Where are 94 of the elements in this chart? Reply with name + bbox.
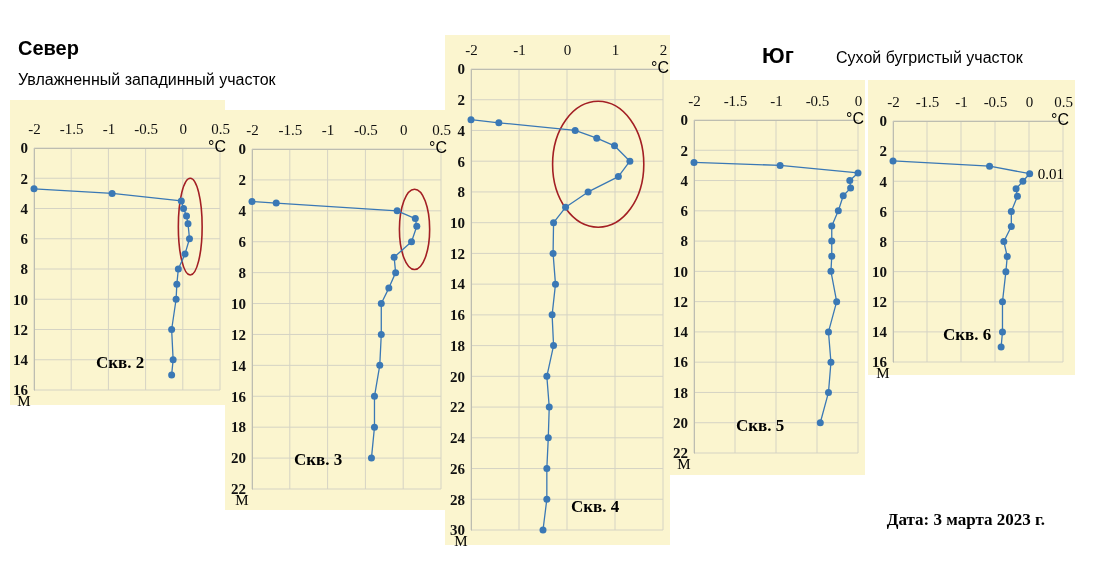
y-tick-label: 14	[872, 324, 888, 341]
x-tick-label: -0.5	[354, 122, 378, 138]
y-tick-label: 8	[20, 261, 28, 278]
x-tick-label: -1	[513, 42, 526, 58]
y-tick-label: 8	[879, 233, 887, 250]
y-tick-label: 20	[673, 415, 688, 432]
x-tick-label: -2	[465, 42, 478, 58]
x-tick-label: 0	[563, 42, 572, 58]
y-tick-label: 6	[680, 203, 689, 220]
y-tick-label: 4	[238, 203, 247, 220]
y-tick-label: 6	[238, 234, 247, 251]
y-tick-label: 18	[450, 337, 465, 354]
y-tick-label: 6	[20, 231, 29, 248]
x-tick-label: -0.5	[134, 121, 158, 137]
y-tick-label: 18	[673, 384, 688, 401]
y-tick-label: 12	[13, 321, 28, 338]
chart-title: Юг	[762, 43, 794, 68]
x-tick-label: 0.5	[1054, 94, 1073, 110]
x-tick-label: 0.5	[432, 122, 451, 138]
y-tick-label: 16	[231, 388, 247, 405]
y-tick-label: 16	[673, 354, 689, 371]
chart-subtitle: Увлажненный западинный участок	[18, 71, 277, 88]
y-tick-label: 12	[673, 293, 688, 310]
chart-title: Север	[18, 37, 79, 59]
x-tick-label: 1	[611, 42, 620, 58]
y-tick-label: 2	[680, 142, 688, 159]
annotation: Скв. 4	[571, 497, 620, 516]
x-tick-label: -2	[887, 94, 900, 110]
y-tick-label: 0	[457, 61, 465, 78]
x-tick-label: -1.5	[278, 122, 303, 138]
x-tick-label: 2	[659, 42, 668, 58]
x-axis-title: °C	[846, 110, 864, 127]
y-tick-label: 8	[238, 264, 246, 281]
y-tick-label: 16	[450, 307, 466, 324]
x-tick-label: -2	[28, 121, 41, 137]
y-tick-label: 14	[673, 324, 689, 341]
y-tick-label: 0	[238, 141, 246, 158]
y-tick-label: 10	[673, 263, 688, 280]
x-tick-label: 0	[399, 122, 408, 138]
x-tick-label: 0.5	[211, 121, 230, 137]
y-tick-label: 6	[879, 203, 888, 220]
y-tick-label: 0	[20, 140, 28, 157]
y-tick-label: 12	[450, 245, 465, 262]
x-axis-title: °C	[651, 59, 669, 76]
x-tick-label: -1	[102, 121, 116, 137]
x-tick-label: -2	[688, 93, 701, 109]
y-tick-label: 10	[450, 214, 465, 231]
y-tick-label: 8	[457, 184, 465, 201]
y-tick-label: 18	[231, 419, 246, 436]
y-tick-label: 2	[20, 170, 28, 187]
x-tick-label: -2	[246, 122, 259, 138]
chart-subtitle: Сухой бугристый участок	[836, 49, 1024, 66]
y-tick-label: 8	[680, 233, 688, 250]
y-tick-label: 14	[231, 357, 247, 374]
y-tick-label: 2	[238, 172, 246, 189]
x-tick-label: 0	[854, 93, 863, 109]
y-tick-label: 14	[450, 276, 466, 293]
y-tick-label: 2	[879, 143, 887, 160]
x-tick-label: -1	[770, 93, 783, 109]
x-axis-title: °C	[1051, 111, 1069, 128]
y-tick-label: 4	[20, 200, 29, 217]
x-tick-label: -1.5	[723, 93, 748, 109]
x-tick-label: -1	[955, 94, 968, 110]
y-tick-label: 20	[450, 368, 465, 385]
x-tick-label: -0.5	[805, 93, 830, 109]
x-tick-label: 0	[179, 121, 188, 137]
y-tick-label: 12	[872, 294, 887, 311]
x-tick-label: -1.5	[915, 94, 940, 110]
y-tick-label: 10	[872, 263, 887, 280]
y-tick-label: 4	[680, 172, 689, 189]
x-tick-label: -0.5	[983, 94, 1008, 110]
y-tick-label: 28	[450, 491, 465, 508]
x-axis-title: °C	[208, 138, 226, 155]
x-axis-title: °C	[429, 139, 447, 156]
y-tick-label: 10	[13, 291, 28, 308]
x-tick-label: -1.5	[59, 121, 84, 137]
y-tick-label: 26	[450, 460, 466, 477]
text: Дата: 3 марта 2023 г.	[886, 510, 1045, 529]
annotation: 0.01	[1037, 165, 1064, 182]
annotation: Скв. 2	[96, 353, 145, 372]
annotation: Скв. 3	[294, 450, 343, 469]
y-tick-label: 6	[457, 153, 466, 170]
y-tick-label: 10	[231, 295, 246, 312]
y-tick-label: 12	[231, 326, 246, 343]
y-tick-label: 20	[231, 450, 246, 467]
annotation: Скв. 6	[943, 325, 992, 344]
x-tick-label: 0	[1025, 94, 1034, 110]
y-tick-label: 14	[13, 352, 29, 369]
annotation: Скв. 5	[736, 416, 785, 435]
y-tick-label: 4	[457, 122, 466, 139]
y-tick-label: 22	[450, 399, 465, 416]
y-tick-label: 4	[879, 173, 888, 190]
x-tick-label: -1	[321, 122, 335, 138]
y-tick-label: 24	[450, 430, 466, 447]
